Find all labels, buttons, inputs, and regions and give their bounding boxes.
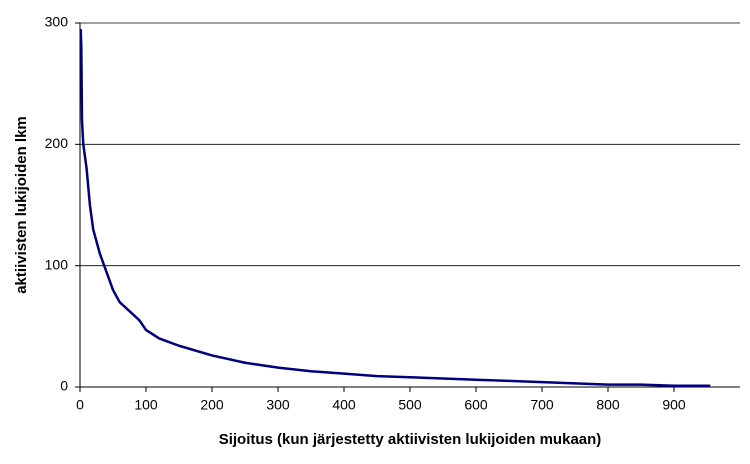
x-tick-label: 100 bbox=[134, 397, 158, 413]
plot-area bbox=[80, 23, 740, 387]
x-tick-label: 200 bbox=[200, 397, 224, 413]
x-tick-label: 0 bbox=[76, 397, 84, 413]
y-tick-label: 0 bbox=[60, 378, 68, 394]
x-tick-label: 300 bbox=[266, 397, 290, 413]
x-tick-label: 400 bbox=[332, 397, 356, 413]
x-tick-label: 500 bbox=[398, 397, 422, 413]
x-axis-title: Sijoitus (kun järjestetty aktiivisten lu… bbox=[219, 431, 602, 448]
y-tick-label: 100 bbox=[45, 256, 69, 272]
y-axis-title: aktiivisten lukijoiden lkm bbox=[13, 116, 30, 294]
x-tick-label: 700 bbox=[530, 397, 554, 413]
y-tick-label: 200 bbox=[45, 135, 69, 151]
x-tick-label: 600 bbox=[464, 397, 488, 413]
y-tick-label: 300 bbox=[45, 14, 69, 30]
x-tick-label: 800 bbox=[596, 397, 620, 413]
data-line bbox=[79, 29, 711, 388]
x-tick-label: 900 bbox=[662, 397, 686, 413]
